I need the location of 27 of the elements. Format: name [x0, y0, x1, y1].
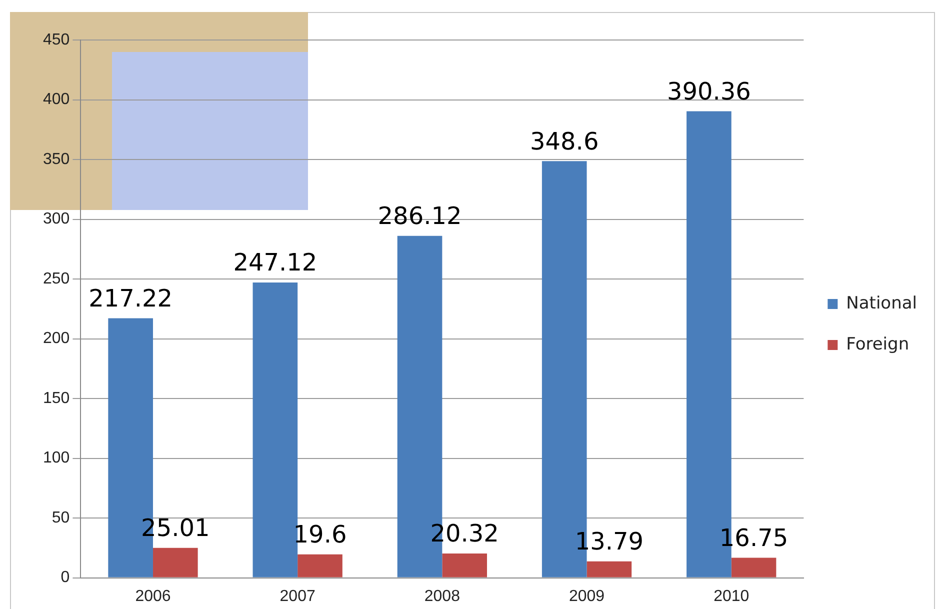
data-label: 247.12	[233, 248, 318, 277]
bar	[152, 548, 198, 578]
y-tick-label: 0	[60, 569, 70, 586]
y-tick-label: 100	[42, 450, 70, 467]
y-tick-label: 50	[52, 509, 70, 526]
data-label: 286.12	[378, 202, 462, 230]
y-tick-label: 400	[42, 91, 70, 108]
y-tick-label: 150	[42, 390, 70, 407]
bar	[442, 554, 487, 578]
x-tick-label: 2006	[135, 588, 171, 605]
x-tick-label: 2007	[280, 588, 316, 605]
bar	[586, 561, 632, 578]
data-label: 348.6	[530, 127, 599, 156]
data-label: 217.22	[88, 284, 173, 312]
legend-label: Foreign	[846, 334, 910, 354]
bar	[298, 554, 342, 578]
y-tick-label: 250	[42, 270, 70, 288]
y-tick-label: 300	[42, 210, 70, 228]
y-tick-label: 450	[42, 31, 70, 48]
legend-label: National	[846, 293, 918, 314]
y-tick-label: 350	[42, 150, 70, 168]
bar	[731, 558, 776, 578]
x-tick-label: 2010	[714, 588, 750, 605]
data-label: 390.36	[666, 78, 751, 106]
x-tick-label: 2009	[568, 588, 605, 605]
y-tick-label: 200	[42, 330, 70, 348]
x-tick-label: 2008	[424, 588, 460, 605]
